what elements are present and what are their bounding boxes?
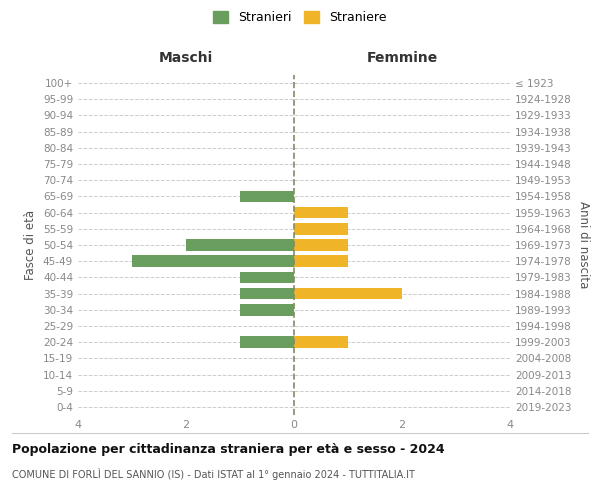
Bar — [294, 207, 348, 218]
Bar — [294, 239, 348, 251]
Bar — [186, 239, 294, 251]
Text: Maschi: Maschi — [159, 51, 213, 65]
Bar — [294, 288, 402, 300]
Legend: Stranieri, Straniere: Stranieri, Straniere — [208, 6, 392, 29]
Bar — [294, 223, 348, 234]
Y-axis label: Fasce di età: Fasce di età — [25, 210, 37, 280]
Bar — [240, 190, 294, 202]
Bar — [294, 336, 348, 348]
Bar — [240, 336, 294, 348]
Text: Popolazione per cittadinanza straniera per età e sesso - 2024: Popolazione per cittadinanza straniera p… — [12, 442, 445, 456]
Text: Femmine: Femmine — [367, 51, 437, 65]
Bar — [240, 272, 294, 283]
Bar — [240, 304, 294, 316]
Bar — [294, 256, 348, 267]
Bar — [240, 288, 294, 300]
Text: COMUNE DI FORLÌ DEL SANNIO (IS) - Dati ISTAT al 1° gennaio 2024 - TUTTITALIA.IT: COMUNE DI FORLÌ DEL SANNIO (IS) - Dati I… — [12, 468, 415, 479]
Bar — [132, 256, 294, 267]
Y-axis label: Anni di nascita: Anni di nascita — [577, 202, 590, 288]
